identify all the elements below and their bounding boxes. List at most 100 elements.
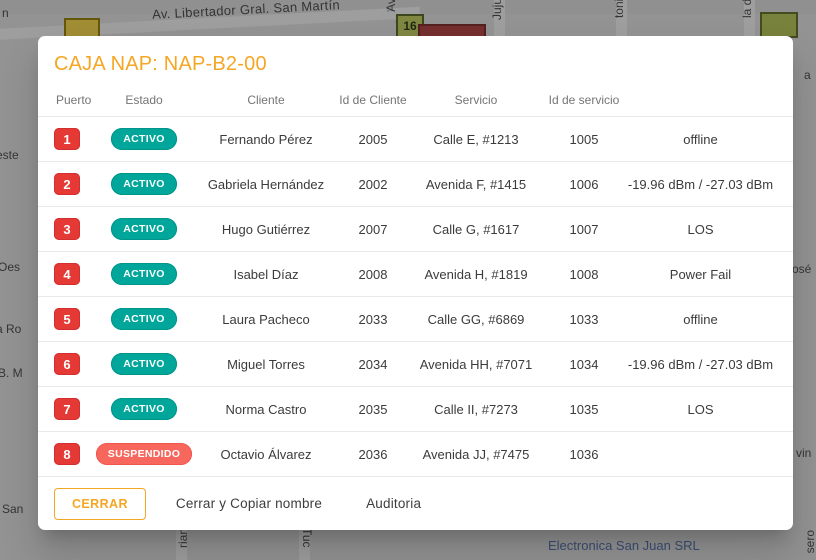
servicio-cell: Calle GG, #6869 bbox=[427, 311, 525, 327]
col-header-servicio: Servicio bbox=[454, 93, 498, 107]
senal-cell: Power Fail bbox=[669, 266, 732, 282]
map-road-vertical bbox=[744, 0, 755, 40]
estado-badge: ACTIVO bbox=[111, 353, 177, 375]
id-cliente-cell: 2034 bbox=[358, 356, 388, 372]
estado-cell: ACTIVO bbox=[94, 263, 194, 285]
map-road-vertical bbox=[299, 524, 310, 560]
col-header-cliente: Cliente bbox=[247, 93, 285, 107]
servicio-cell: Avenida JJ, #7475 bbox=[422, 446, 530, 462]
cerrar-copiar-button[interactable]: Cerrar y Copiar nombre bbox=[161, 488, 337, 519]
col-header-puerto: Puerto bbox=[56, 93, 92, 107]
port-number-badge[interactable]: 1 bbox=[54, 128, 80, 150]
id-cliente-cell: 2008 bbox=[358, 266, 388, 282]
id-servicio-cell: 1005 bbox=[569, 131, 599, 147]
table-row[interactable]: 3 ACTIVO Hugo Gutiérrez 2007 Calle G, #1… bbox=[38, 207, 793, 252]
table-header-row: Puerto Estado Cliente Id de Cliente Serv… bbox=[38, 84, 793, 117]
estado-badge: ACTIVO bbox=[111, 263, 177, 285]
port-cell: 4 bbox=[54, 263, 94, 285]
estado-badge: SUSPENDIDO bbox=[95, 443, 193, 465]
senal-cell: offline bbox=[683, 311, 718, 327]
id-cliente-cell: 2036 bbox=[358, 446, 388, 462]
id-cliente-cell: 2035 bbox=[358, 401, 388, 417]
cliente-cell: Hugo Gutiérrez bbox=[221, 221, 311, 237]
estado-cell: ACTIVO bbox=[94, 308, 194, 330]
id-cliente-cell: 2005 bbox=[358, 131, 388, 147]
port-number-badge[interactable]: 3 bbox=[54, 218, 80, 240]
id-cliente-cell: 2033 bbox=[358, 311, 388, 327]
cliente-cell: Isabel Díaz bbox=[233, 266, 299, 282]
street-label-n: n bbox=[2, 6, 9, 20]
dialog-title: CAJA NAP: NAP-B2-00 bbox=[54, 53, 267, 75]
port-table-body: 1 ACTIVO Fernando Pérez 2005 Calle E, #1… bbox=[38, 117, 793, 477]
cliente-cell: Fernando Pérez bbox=[219, 131, 313, 147]
id-servicio-cell: 1034 bbox=[569, 356, 599, 372]
table-row[interactable]: 6 ACTIVO Miguel Torres 2034 Avenida HH, … bbox=[38, 342, 793, 387]
col-header-id-servicio: Id de servicio bbox=[548, 93, 620, 107]
map-road-vertical bbox=[616, 0, 627, 40]
port-number-badge[interactable]: 2 bbox=[54, 173, 80, 195]
map-road-vertical bbox=[176, 524, 187, 560]
street-label-este: este bbox=[0, 148, 19, 162]
poi-label-electronica: Electronica San Juan SRL bbox=[548, 538, 700, 553]
cliente-cell: Octavio Álvarez bbox=[220, 446, 312, 462]
estado-badge: ACTIVO bbox=[111, 173, 177, 195]
table-row[interactable]: 4 ACTIVO Isabel Díaz 2008 Avenida H, #18… bbox=[38, 252, 793, 297]
map-road-vertical bbox=[494, 0, 505, 40]
id-cliente-cell: 2002 bbox=[358, 176, 388, 192]
auditoria-button[interactable]: Auditoria bbox=[352, 488, 436, 519]
port-number-badge[interactable]: 4 bbox=[54, 263, 80, 285]
senal-cell: LOS bbox=[687, 221, 714, 237]
senal-cell: LOS bbox=[687, 401, 714, 417]
estado-cell: ACTIVO bbox=[94, 128, 194, 150]
servicio-cell: Calle G, #1617 bbox=[432, 221, 520, 237]
id-servicio-cell: 1007 bbox=[569, 221, 599, 237]
cliente-cell: Miguel Torres bbox=[227, 356, 305, 372]
table-row[interactable]: 1 ACTIVO Fernando Pérez 2005 Calle E, #1… bbox=[38, 117, 793, 162]
cliente-cell: Norma Castro bbox=[225, 401, 307, 417]
cliente-cell: Laura Pacheco bbox=[222, 311, 310, 327]
estado-cell: SUSPENDIDO bbox=[94, 443, 194, 465]
col-header-estado: Estado bbox=[125, 93, 163, 107]
port-number-badge[interactable]: 8 bbox=[54, 443, 80, 465]
port-number-badge[interactable]: 5 bbox=[54, 308, 80, 330]
col-header-id-cliente: Id de Cliente bbox=[339, 93, 407, 107]
id-servicio-cell: 1006 bbox=[569, 176, 599, 192]
id-servicio-cell: 1033 bbox=[569, 311, 599, 327]
senal-cell: -19.96 dBm / -27.03 dBm bbox=[627, 176, 774, 192]
port-cell: 8 bbox=[54, 443, 94, 465]
table-row[interactable]: 5 ACTIVO Laura Pacheco 2033 Calle GG, #6… bbox=[38, 297, 793, 342]
street-label-vin: vin bbox=[796, 446, 812, 460]
dialog-footer: CERRAR Cerrar y Copiar nombre Auditoria bbox=[38, 477, 793, 530]
estado-cell: ACTIVO bbox=[94, 173, 194, 195]
street-label-san: San bbox=[2, 502, 24, 516]
estado-cell: ACTIVO bbox=[94, 353, 194, 375]
port-cell: 5 bbox=[54, 308, 94, 330]
street-label-tuc: Tuc bbox=[300, 528, 314, 548]
table-row[interactable]: 2 ACTIVO Gabriela Hernández 2002 Avenida… bbox=[38, 162, 793, 207]
port-number-badge[interactable]: 6 bbox=[54, 353, 80, 375]
estado-cell: ACTIVO bbox=[94, 218, 194, 240]
servicio-cell: Calle E, #1213 bbox=[433, 131, 519, 147]
nap-box-dialog: CAJA NAP: NAP-B2-00 Puerto Estado Client… bbox=[38, 36, 793, 530]
table-row[interactable]: 8 SUSPENDIDO Octavio Álvarez 2036 Avenid… bbox=[38, 432, 793, 477]
estado-badge: ACTIVO bbox=[111, 128, 177, 150]
estado-badge: ACTIVO bbox=[111, 398, 177, 420]
id-servicio-cell: 1035 bbox=[569, 401, 599, 417]
table-row[interactable]: 7 ACTIVO Norma Castro 2035 Calle II, #72… bbox=[38, 387, 793, 432]
cerrar-button[interactable]: CERRAR bbox=[54, 487, 146, 520]
port-number-badge[interactable]: 7 bbox=[54, 398, 80, 420]
servicio-cell: Avenida H, #1819 bbox=[424, 266, 528, 282]
senal-cell: -19.96 dBm / -27.03 dBm bbox=[627, 356, 774, 372]
port-cell: 1 bbox=[54, 128, 94, 150]
port-cell: 2 bbox=[54, 173, 94, 195]
port-cell: 3 bbox=[54, 218, 94, 240]
port-cell: 7 bbox=[54, 398, 94, 420]
street-label-a: a bbox=[804, 68, 811, 82]
street-label-oeste: Oes bbox=[0, 260, 21, 274]
estado-badge: ACTIVO bbox=[111, 218, 177, 240]
cliente-cell: Gabriela Hernández bbox=[207, 176, 325, 192]
id-servicio-cell: 1036 bbox=[569, 446, 599, 462]
estado-badge: ACTIVO bbox=[111, 308, 177, 330]
street-label-a-ro: a Ro bbox=[0, 322, 22, 336]
estado-cell: ACTIVO bbox=[94, 398, 194, 420]
